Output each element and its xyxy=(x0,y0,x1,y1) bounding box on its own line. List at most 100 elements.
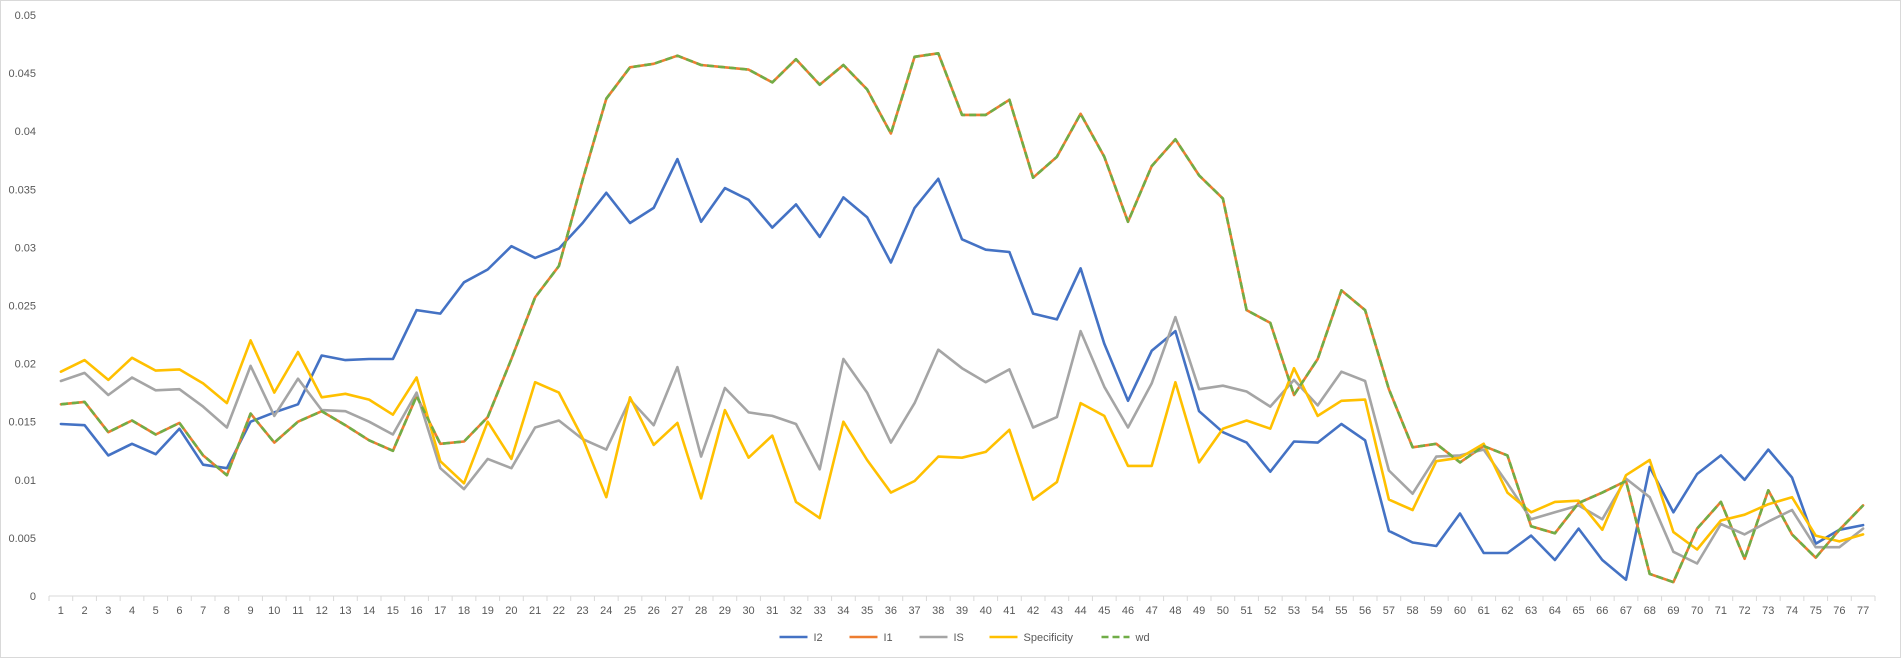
x-tick-label: 33 xyxy=(814,605,826,617)
x-tick-label: 64 xyxy=(1549,605,1561,617)
x-tick-label: 4 xyxy=(129,605,135,617)
y-tick-label: 0.015 xyxy=(8,417,36,429)
x-tick-label: 65 xyxy=(1572,605,1584,617)
x-tick-label: 56 xyxy=(1359,605,1371,617)
x-tick-label: 48 xyxy=(1169,605,1181,617)
x-tick-label: 15 xyxy=(387,605,399,617)
x-tick-label: 36 xyxy=(885,605,897,617)
legend-item-wd: wd xyxy=(1101,632,1150,644)
y-tick-label: 0.05 xyxy=(15,10,36,22)
x-tick-label: 23 xyxy=(576,605,588,617)
x-tick-label: 62 xyxy=(1501,605,1513,617)
x-tick-label: 11 xyxy=(292,605,303,617)
x-tick-label: 6 xyxy=(176,605,182,617)
legend-label: I2 xyxy=(814,632,823,644)
x-tick-label: 46 xyxy=(1122,605,1134,617)
x-tick-label: 55 xyxy=(1335,605,1347,617)
x-tick-label: 70 xyxy=(1691,605,1703,617)
y-tick-label: 0.02 xyxy=(15,359,36,371)
x-tick-label: 24 xyxy=(600,605,612,617)
legend-label: wd xyxy=(1135,632,1150,644)
x-tick-label: 41 xyxy=(1003,605,1015,617)
x-tick-label: 32 xyxy=(790,605,802,617)
x-tick-label: 76 xyxy=(1833,605,1845,617)
x-tick-label: 14 xyxy=(363,605,375,617)
x-tick-label: 77 xyxy=(1857,605,1869,617)
y-tick-label: 0.045 xyxy=(8,68,36,80)
legend-item-i2: I2 xyxy=(779,632,823,644)
x-tick-label: 69 xyxy=(1667,605,1679,617)
x-tick-label: 59 xyxy=(1430,605,1442,617)
legend-label: IS xyxy=(954,632,964,644)
x-tick-label: 72 xyxy=(1738,605,1750,617)
x-tick-label: 16 xyxy=(410,605,422,617)
x-tick-label: 34 xyxy=(837,605,849,617)
x-tick-label: 29 xyxy=(719,605,731,617)
x-tick-label: 31 xyxy=(766,605,778,617)
x-tick-label: 38 xyxy=(932,605,944,617)
x-tick-label: 10 xyxy=(268,605,280,617)
x-tick-label: 50 xyxy=(1217,605,1229,617)
x-tick-label: 66 xyxy=(1596,605,1608,617)
legend-label: I1 xyxy=(884,632,893,644)
x-tick-label: 18 xyxy=(458,605,470,617)
x-tick-label: 57 xyxy=(1383,605,1395,617)
x-tick-label: 42 xyxy=(1027,605,1039,617)
x-tick-label: 30 xyxy=(742,605,754,617)
x-tick-label: 74 xyxy=(1786,605,1798,617)
x-tick-label: 13 xyxy=(339,605,351,617)
x-tick-label: 54 xyxy=(1312,605,1324,617)
y-tick-label: 0.01 xyxy=(15,475,36,487)
y-tick-label: 0 xyxy=(30,591,36,603)
legend-item-specificity: Specificity xyxy=(989,632,1074,644)
x-tick-label: 37 xyxy=(908,605,920,617)
x-tick-label: 44 xyxy=(1074,605,1086,617)
x-tick-label: 49 xyxy=(1193,605,1205,617)
x-tick-label: 45 xyxy=(1098,605,1110,617)
series-line-i2 xyxy=(59,157,1865,582)
x-tick-label: 58 xyxy=(1406,605,1418,617)
x-tick-label: 17 xyxy=(434,605,446,617)
x-tick-label: 60 xyxy=(1454,605,1466,617)
x-tick-label: 3 xyxy=(105,605,111,617)
x-tick-label: 61 xyxy=(1478,605,1490,617)
x-tick-label: 26 xyxy=(648,605,660,617)
x-tick-label: 52 xyxy=(1264,605,1276,617)
x-tick-label: 1 xyxy=(58,605,64,617)
x-tick-label: 53 xyxy=(1288,605,1300,617)
x-tick-label: 22 xyxy=(553,605,565,617)
x-tick-label: 21 xyxy=(529,605,541,617)
series-line-specificity xyxy=(59,339,1865,551)
x-tick-label: 7 xyxy=(200,605,206,617)
legend-label: Specificity xyxy=(1024,632,1074,644)
x-tick-label: 8 xyxy=(224,605,230,617)
x-tick-label: 28 xyxy=(695,605,707,617)
x-tick-label: 68 xyxy=(1644,605,1656,617)
x-tick-label: 47 xyxy=(1146,605,1158,617)
series-line-wd xyxy=(60,51,1865,584)
x-tick-label: 67 xyxy=(1620,605,1632,617)
x-tick-label: 51 xyxy=(1240,605,1252,617)
y-tick-label: 0.005 xyxy=(8,533,36,545)
x-tick-label: 9 xyxy=(248,605,254,617)
series-line-is xyxy=(59,315,1865,565)
x-tick-label: 2 xyxy=(82,605,88,617)
x-tick-label: 12 xyxy=(316,605,328,617)
x-tick-label: 40 xyxy=(980,605,992,617)
y-tick-label: 0.025 xyxy=(8,301,36,313)
x-tick-label: 71 xyxy=(1715,605,1727,617)
x-tick-label: 35 xyxy=(861,605,873,617)
x-tick-label: 5 xyxy=(153,605,159,617)
y-tick-label: 0.035 xyxy=(8,184,36,196)
x-tick-label: 19 xyxy=(482,605,494,617)
legend-item-i1: I1 xyxy=(849,632,893,644)
y-tick-label: 0.03 xyxy=(15,242,36,254)
legend-item-is: IS xyxy=(919,632,964,644)
y-axis: 0 0.005 0.01 0.015 0.02 0.025 0.03 0.035 0.04 0.0… xyxy=(8,10,36,603)
x-tick-label: 25 xyxy=(624,605,636,617)
x-tick-label: 75 xyxy=(1810,605,1822,617)
x-tick-label: 39 xyxy=(956,605,968,617)
